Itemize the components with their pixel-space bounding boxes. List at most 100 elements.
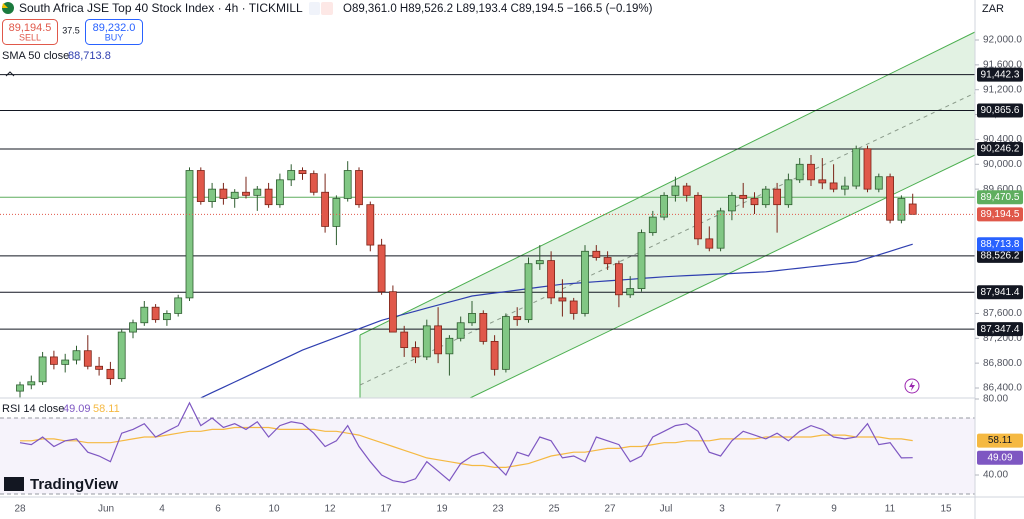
candle-body bbox=[298, 170, 307, 175]
y-tick-label: 87,600.0 bbox=[983, 308, 1022, 319]
candle-body bbox=[83, 350, 92, 367]
candle-body bbox=[230, 191, 239, 199]
candle-body bbox=[513, 316, 522, 321]
rsi-value-label: 58.11 bbox=[988, 435, 1013, 446]
x-tick-label: 23 bbox=[492, 504, 504, 515]
candle-body bbox=[106, 368, 115, 380]
level-label: 87,941.4 bbox=[981, 287, 1020, 298]
level-label: 90,246.2 bbox=[981, 144, 1020, 155]
currency: ZAR bbox=[982, 3, 1004, 15]
candle-body bbox=[761, 188, 770, 206]
candle-body bbox=[807, 163, 815, 181]
sma-line bbox=[200, 243, 913, 399]
candle-body bbox=[355, 170, 363, 206]
ohlc: O89,361.0 H89,526.2 L89,193.4 C89,194.5 … bbox=[343, 3, 653, 15]
x-tick-label: 11 bbox=[885, 504, 896, 515]
rsi-value-box bbox=[977, 433, 1023, 448]
level-box bbox=[977, 67, 1023, 82]
candle-body bbox=[615, 263, 623, 296]
x-tick-label: 19 bbox=[436, 504, 448, 515]
candle-body bbox=[208, 188, 217, 202]
y-tick-label: 87,200.0 bbox=[983, 333, 1022, 344]
candle-body bbox=[196, 170, 205, 202]
candle-body bbox=[750, 198, 759, 206]
y-tick-label: 86,400.0 bbox=[983, 383, 1022, 394]
level-box bbox=[977, 285, 1023, 300]
candle-body bbox=[558, 297, 567, 302]
spread: 37.5 bbox=[62, 25, 80, 35]
y-tick-label: 90,000.0 bbox=[983, 159, 1022, 170]
buy-label[interactable]: BUY bbox=[105, 32, 124, 42]
buy-price[interactable]: 89,232.0 bbox=[93, 22, 136, 34]
candle-body bbox=[61, 359, 70, 365]
candle-body bbox=[468, 313, 476, 324]
candle-body bbox=[411, 347, 420, 358]
candle-body bbox=[501, 316, 510, 370]
candle-body bbox=[366, 204, 375, 246]
buy-button[interactable] bbox=[85, 19, 143, 45]
candle-body bbox=[275, 179, 284, 206]
candle-body bbox=[535, 260, 544, 265]
brand: TradingView bbox=[30, 476, 118, 493]
candle-body bbox=[829, 182, 838, 190]
candle-body bbox=[784, 179, 793, 206]
brand-logo bbox=[4, 477, 24, 491]
y-tick-label: 90,400.0 bbox=[983, 134, 1022, 145]
candle-body bbox=[671, 185, 680, 196]
candle-body bbox=[728, 194, 736, 212]
symbol-title: South Africa JSE Top 40 Stock Index · 4h… bbox=[19, 1, 303, 15]
candle-body bbox=[456, 322, 465, 339]
candle-body bbox=[863, 148, 872, 190]
sell-price[interactable]: 89,194.5 bbox=[9, 22, 52, 34]
level-box bbox=[977, 103, 1023, 118]
level-box bbox=[977, 248, 1023, 263]
toolbar-button[interactable] bbox=[309, 2, 320, 15]
candle-body bbox=[287, 170, 296, 181]
level-label: 91,442.3 bbox=[981, 69, 1020, 80]
candle-body bbox=[343, 170, 352, 199]
candle-body bbox=[581, 250, 589, 314]
candle-body bbox=[185, 170, 194, 299]
sell-button[interactable] bbox=[2, 19, 58, 45]
x-tick-label: 7 bbox=[775, 504, 781, 515]
x-tick-label: 12 bbox=[324, 504, 336, 515]
toolbar-button[interactable] bbox=[321, 2, 333, 15]
candle-body bbox=[400, 331, 409, 349]
x-tick-label: 9 bbox=[831, 504, 837, 515]
level-label: 89,194.5 bbox=[981, 209, 1020, 220]
candle-body bbox=[140, 306, 149, 324]
candle-body bbox=[886, 176, 894, 221]
candle-body bbox=[422, 325, 431, 358]
y-tick-label: 91,200.0 bbox=[983, 84, 1022, 95]
candle-body bbox=[874, 176, 883, 190]
sma-legend-value: 88,713.8 bbox=[68, 50, 111, 62]
rsi-ma-legend-value: 58.11 bbox=[93, 403, 120, 415]
candle-body bbox=[253, 188, 262, 196]
sell-label[interactable]: SELL bbox=[19, 32, 41, 42]
x-tick-label: Jul bbox=[660, 504, 673, 515]
candle-body bbox=[434, 325, 443, 355]
candle-body bbox=[388, 291, 397, 333]
x-tick-label: 10 bbox=[268, 504, 280, 515]
candle-body bbox=[309, 173, 318, 193]
candle-body bbox=[38, 356, 47, 383]
flag-icon-part bbox=[2, 3, 8, 8]
x-tick-label: 3 bbox=[719, 504, 725, 515]
level-box bbox=[977, 141, 1023, 156]
level-label: 90,865.6 bbox=[981, 105, 1020, 116]
level-box bbox=[977, 207, 1023, 222]
candle-body bbox=[897, 198, 906, 221]
candle-body bbox=[705, 238, 714, 249]
x-tick-label: 28 bbox=[14, 504, 26, 515]
level-box bbox=[977, 190, 1023, 205]
candle-body bbox=[908, 203, 917, 215]
candle-body bbox=[264, 188, 273, 206]
rsi-legend: RSI 14 close bbox=[2, 403, 64, 415]
plot bbox=[0, 74, 975, 495]
candle-body bbox=[795, 163, 804, 181]
collapse-icon[interactable] bbox=[5, 71, 15, 77]
event-icon[interactable] bbox=[904, 378, 920, 394]
candle-body bbox=[50, 356, 58, 365]
x-tick-label: 17 bbox=[380, 504, 392, 515]
